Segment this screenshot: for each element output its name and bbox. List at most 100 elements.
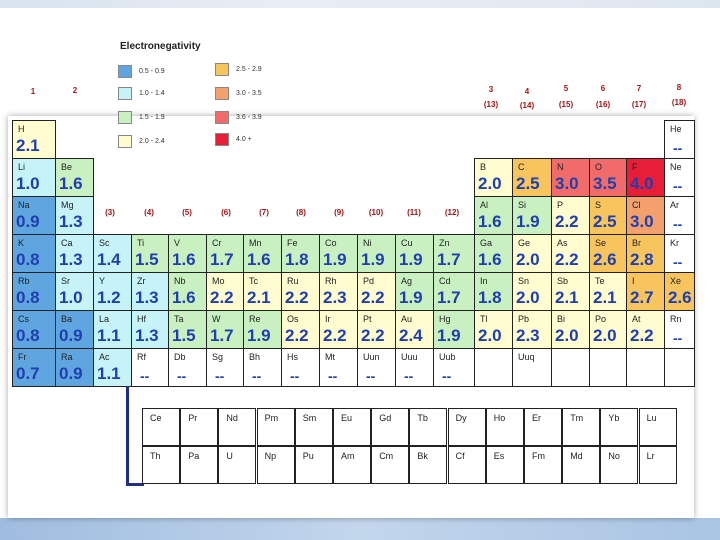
group-number-label: 4 [524, 87, 530, 96]
element-cell-cd: Cd 1.7 [433, 272, 475, 311]
f-block-cell-lu: Lu [638, 408, 677, 446]
element-cell-sb: Sb 2.1 [551, 272, 590, 311]
element-symbol: Xe [670, 276, 682, 286]
element-cell-ni: Ni 1.9 [357, 234, 396, 273]
electronegativity-value: 0.8 [16, 326, 40, 345]
element-symbol: Lu [646, 413, 657, 423]
f-block-cell-am: Am [333, 446, 371, 484]
f-block-cell-pa: Pa [180, 446, 219, 484]
electronegativity-value: 1.0 [16, 174, 40, 193]
f-block-cell-pu: Pu [294, 446, 333, 484]
element-cell-uub: Uub -- [433, 348, 475, 387]
electronegativity-value: 2.2 [285, 288, 309, 307]
electronegativity-value: 1.9 [399, 250, 423, 269]
element-symbol: W [212, 314, 221, 324]
group-number-label: (8) [296, 208, 306, 217]
legend-range-label: 2.5 - 2.9 [236, 66, 262, 73]
element-cell-v: V 1.6 [168, 234, 207, 273]
element-cell-kr: Kr -- [664, 234, 695, 273]
group-number-label: (5) [182, 208, 192, 217]
f-block-cell-ho: Ho [485, 408, 524, 446]
element-symbol: Hg [439, 314, 451, 324]
electronegativity-value: 1.6 [172, 288, 196, 307]
element-cell-at: At 2.2 [626, 310, 665, 349]
element-symbol: Hf [137, 314, 146, 324]
f-block-cell-ce: Ce [142, 408, 180, 446]
f-block-cell-lr: Lr [638, 446, 677, 484]
group-number-label: (11) [407, 208, 421, 217]
element-symbol: Md [570, 451, 583, 461]
element-cell-se: Se 2.6 [589, 234, 627, 273]
electronegativity-value: 1.9 [516, 212, 540, 231]
element-symbol: Bi [557, 314, 566, 324]
electronegativity-value: 2.4 [399, 326, 423, 345]
f-block-cell-eu: Eu [333, 408, 371, 446]
element-symbol: Ra [61, 352, 73, 362]
electronegativity-value: 2.5 [516, 174, 540, 193]
electronegativity-value: 1.9 [247, 326, 271, 345]
element-cell-ge: Ge 2.0 [512, 234, 552, 273]
element-symbol: B [480, 162, 487, 172]
element-symbol: Zr [137, 276, 146, 286]
fblock-connector-line [126, 386, 129, 486]
element-symbol: Mg [61, 200, 74, 210]
element-cell-c: C 2.5 [512, 158, 552, 197]
element-symbol: Pa [188, 451, 200, 461]
element-cell-pt: Pt 2.2 [357, 310, 396, 349]
element-symbol: Mo [212, 276, 225, 286]
element-cell-zr: Zr 1.3 [131, 272, 169, 311]
f-block-cell-np: Np [256, 446, 295, 484]
electronegativity-value: 1.7 [437, 288, 461, 307]
element-symbol: I [632, 276, 635, 286]
element-cell-db: Db -- [168, 348, 207, 387]
element-cell-be: Be 1.6 [55, 158, 94, 197]
element-cell-sn: Sn 2.0 [512, 272, 552, 311]
element-cell-te: Te 2.1 [589, 272, 627, 311]
group-number-label: (12) [444, 208, 460, 217]
electronegativity-value: 1.7 [437, 250, 461, 269]
element-cell-o: O 3.5 [589, 158, 627, 197]
element-symbol: H [18, 124, 25, 134]
element-symbol: Mn [249, 238, 262, 248]
element-cell-i: I 2.7 [626, 272, 665, 311]
element-cell-ra: Ra 0.9 [55, 348, 94, 387]
electronegativity-value: -- [404, 368, 414, 384]
element-cell-empty [626, 348, 665, 387]
element-symbol: Cf [455, 451, 465, 461]
element-cell-fe: Fe 1.8 [281, 234, 320, 273]
element-symbol: Uuu [401, 352, 418, 362]
element-symbol: Co [325, 238, 337, 248]
electronegativity-value: 0.8 [16, 250, 40, 269]
element-symbol: In [480, 276, 488, 286]
element-symbol: Bk [417, 451, 428, 461]
legend-range-label: 3.0 - 3.5 [236, 90, 262, 97]
element-symbol: Dy [455, 413, 467, 423]
legend-range-label: 1.5 - 1.9 [139, 114, 165, 121]
element-cell-y: Y 1.2 [93, 272, 132, 311]
element-cell-ir: Ir 2.2 [319, 310, 358, 349]
element-symbol: Es [493, 451, 505, 461]
element-symbol: Uub [439, 352, 456, 362]
element-symbol: Yb [608, 413, 620, 423]
element-symbol: Np [264, 451, 277, 461]
element-cell-os: Os 2.2 [281, 310, 320, 349]
element-cell-ar: Ar -- [664, 196, 695, 235]
electronegativity-value: -- [673, 216, 683, 232]
element-symbol: Rh [325, 276, 337, 286]
element-cell-sc: Sc 1.4 [93, 234, 132, 273]
element-cell-fr: Fr 0.7 [12, 348, 56, 387]
element-cell-b: B 2.0 [474, 158, 513, 197]
element-symbol: Bh [249, 352, 261, 362]
element-symbol: Th [150, 451, 161, 461]
group-number-label: (7) [259, 208, 269, 217]
element-cell-empty [589, 348, 627, 387]
f-block-cell-dy: Dy [447, 408, 486, 446]
element-symbol: Ba [61, 314, 73, 324]
electronegativity-value: 0.9 [59, 364, 83, 383]
element-symbol: Sc [99, 238, 110, 248]
group-number-label: 2 [72, 86, 78, 95]
electronegativity-value: 2.6 [593, 250, 617, 269]
electronegativity-value: 2.8 [630, 250, 654, 269]
element-cell-p: P 2.2 [551, 196, 590, 235]
electronegativity-value: -- [290, 368, 300, 384]
